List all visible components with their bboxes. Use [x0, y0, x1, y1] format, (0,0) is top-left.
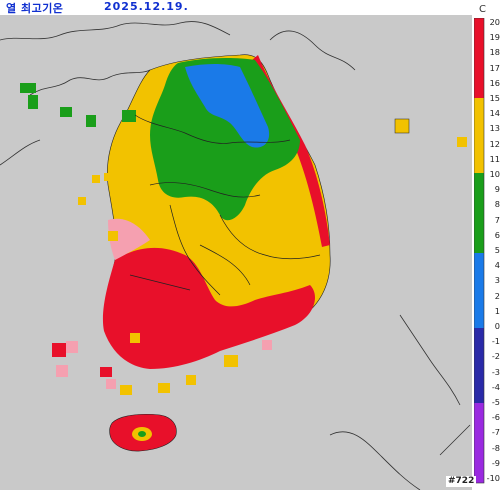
scale-tick-label: 14: [489, 108, 500, 119]
coastlines: [0, 21, 471, 490]
scale-tick-label: 0: [494, 321, 500, 331]
island-patches: [20, 83, 467, 395]
scale-tick-label: 5: [494, 245, 500, 255]
scale-tick-label: 1: [494, 305, 500, 316]
scale-tick-label: -9: [491, 457, 500, 468]
station-label: #722: [446, 476, 477, 487]
jeju-island: [109, 413, 177, 452]
province-borders: [129, 114, 321, 296]
scale-tick-label: 11: [489, 153, 500, 164]
map-canvas: [0, 21, 471, 490]
scale-tick-label: 12: [489, 138, 500, 149]
scale-tick-label: -3: [491, 366, 500, 377]
map-date: 2025.12.19.: [104, 0, 189, 13]
scale-tick-label: 18: [489, 47, 500, 58]
color-scale: [474, 18, 500, 488]
scale-tick-label: 15: [489, 93, 500, 103]
scale-tick-label: 17: [489, 62, 500, 73]
scale-tick-label: -5: [491, 397, 500, 407]
unit-label: C: [479, 4, 486, 15]
scale-tick-label: -4: [491, 381, 500, 392]
transition-region: [108, 218, 150, 260]
scale-tick-label: 20: [489, 17, 500, 27]
color-scale-bar: [474, 18, 485, 484]
scale-tick-label: 10: [489, 169, 500, 179]
scale-tick-label: -7: [491, 427, 500, 438]
scale-tick-label: 9: [494, 184, 500, 195]
scale-tick-label: 13: [489, 123, 500, 134]
scale-tick-label: 4: [494, 260, 500, 271]
mountain-cold-region: [185, 64, 270, 148]
scale-tick-label: 3: [494, 275, 500, 286]
scale-tick-label: 8: [494, 199, 500, 210]
scale-tick-label: -8: [491, 442, 500, 453]
scale-tick-label: 2: [494, 290, 500, 301]
scale-tick-label: -6: [491, 412, 500, 423]
scale-tick-label: 6: [494, 229, 500, 240]
temperature-map[interactable]: [0, 14, 472, 490]
scale-tick-label: 7: [494, 214, 500, 225]
header-bar: 열 최고기온 2025.12.19.: [0, 0, 500, 15]
scale-tick-label: -1: [491, 336, 500, 347]
south-warm-region: [102, 247, 316, 369]
scale-tick-label: -10: [486, 473, 500, 483]
color-scale-labels: 20 19 18 17 16 15 14 13 12 11 10 9 8 7 6 5 4 3 2 1 0 -1 -2 -3 -4…: [484, 14, 500, 484]
scale-tick-label: -2: [491, 351, 500, 362]
scale-tick-label: 16: [489, 77, 500, 88]
map-title: 열 최고기온: [6, 2, 64, 15]
central-cool-region: [150, 58, 300, 221]
scale-tick-label: 19: [489, 32, 500, 43]
